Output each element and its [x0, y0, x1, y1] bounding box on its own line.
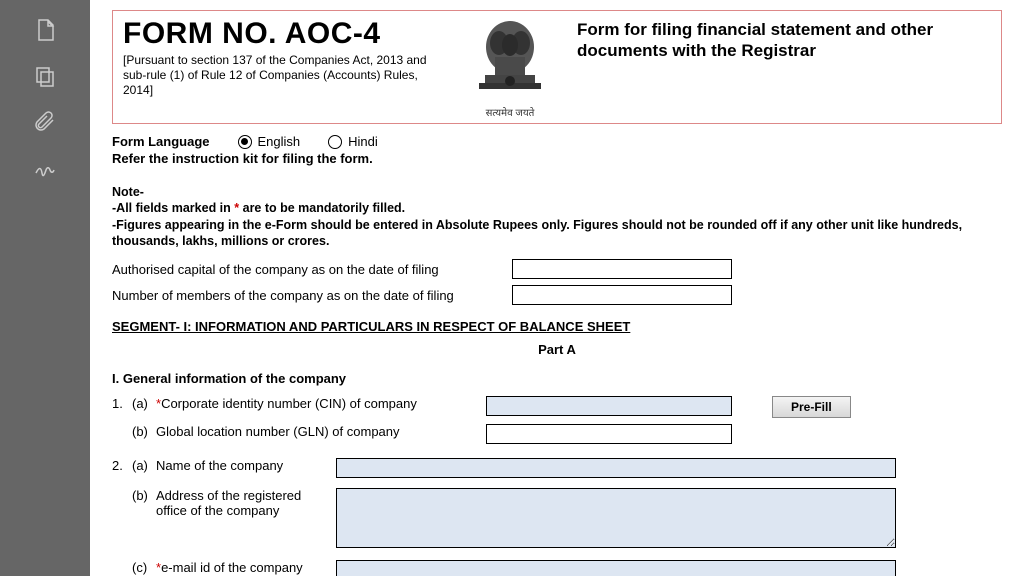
- q2a-sub: (a): [132, 458, 156, 473]
- form-title: FORM NO. AOC-4: [123, 17, 443, 51]
- email-input[interactable]: [336, 560, 896, 576]
- emblem-icon: [471, 17, 549, 103]
- national-emblem: सत्यमेव जयते: [455, 17, 565, 119]
- auth-capital-input[interactable]: [512, 259, 732, 279]
- q1a-sub: (a): [132, 396, 156, 411]
- address-input[interactable]: [336, 488, 896, 548]
- layers-icon[interactable]: [33, 64, 57, 88]
- segment-title: SEGMENT- I: INFORMATION AND PARTICULARS …: [112, 319, 1002, 334]
- members-row: Number of members of the company as on t…: [112, 285, 1002, 305]
- pages-thumbnail-icon[interactable]: [33, 18, 57, 42]
- q2a-label: Name of the company: [156, 458, 336, 473]
- note-heading: Note-: [112, 184, 1002, 200]
- emblem-motto: सत्यमेव जयते: [486, 105, 535, 119]
- radio-circle-icon: [328, 135, 342, 149]
- language-label: Form Language: [112, 134, 210, 149]
- q1b-label: Global location number (GLN) of company: [156, 424, 486, 439]
- members-input[interactable]: [512, 285, 732, 305]
- attachment-icon[interactable]: [33, 110, 57, 134]
- q2c-label: *e-mail id of the company: [156, 560, 336, 575]
- radio-circle-icon: [238, 135, 252, 149]
- pdf-sidebar: [0, 0, 90, 576]
- language-row: Form Language English Hindi: [112, 134, 1002, 149]
- prefill-button[interactable]: Pre-Fill: [772, 396, 851, 418]
- section-1-heading: I. General information of the company: [112, 371, 1002, 386]
- radio-hindi-label: Hindi: [348, 134, 378, 149]
- instruction-line: Refer the instruction kit for filing the…: [112, 151, 1002, 166]
- auth-capital-label: Authorised capital of the company as on …: [112, 262, 512, 277]
- part-a-label: Part A: [112, 342, 1002, 357]
- q2b-row: (b) Address of the registered office of …: [112, 488, 1002, 548]
- radio-english[interactable]: English: [238, 134, 301, 149]
- cin-input[interactable]: [486, 396, 732, 416]
- q2a-row: 2. (a) Name of the company: [112, 458, 1002, 478]
- q2c-row: (c) *e-mail id of the company: [112, 560, 1002, 576]
- q1b-sub: (b): [132, 424, 156, 439]
- form-description: Form for filing financial statement and …: [577, 17, 991, 62]
- q2b-sub: (b): [132, 488, 156, 503]
- form-header-box: FORM NO. AOC-4 [Pursuant to section 137 …: [112, 10, 1002, 124]
- q1-num: 1.: [112, 396, 132, 411]
- note-line1: -All fields marked in * are to be mandat…: [112, 200, 1002, 216]
- pursuant-text: [Pursuant to section 137 of the Companie…: [123, 53, 443, 98]
- note-line2: -Figures appearing in the e-Form should …: [112, 217, 1002, 250]
- gln-input[interactable]: [486, 424, 732, 444]
- header-left: FORM NO. AOC-4 [Pursuant to section 137 …: [123, 17, 443, 98]
- auth-capital-row: Authorised capital of the company as on …: [112, 259, 1002, 279]
- q1a-label: *Corporate identity number (CIN) of comp…: [156, 396, 486, 411]
- radio-english-label: English: [258, 134, 301, 149]
- q2c-sub: (c): [132, 560, 156, 575]
- members-label: Number of members of the company as on t…: [112, 288, 512, 303]
- radio-hindi[interactable]: Hindi: [328, 134, 378, 149]
- q1b-row: (b) Global location number (GLN) of comp…: [112, 424, 1002, 444]
- form-page: FORM NO. AOC-4 [Pursuant to section 137 …: [90, 0, 1024, 576]
- q2b-label: Address of the registered office of the …: [156, 488, 356, 518]
- q2-num: 2.: [112, 458, 132, 473]
- q1a-row: 1. (a) *Corporate identity number (CIN) …: [112, 396, 1002, 418]
- note-block: Note- -All fields marked in * are to be …: [112, 184, 1002, 249]
- company-name-input[interactable]: [336, 458, 896, 478]
- signature-icon[interactable]: [33, 156, 57, 180]
